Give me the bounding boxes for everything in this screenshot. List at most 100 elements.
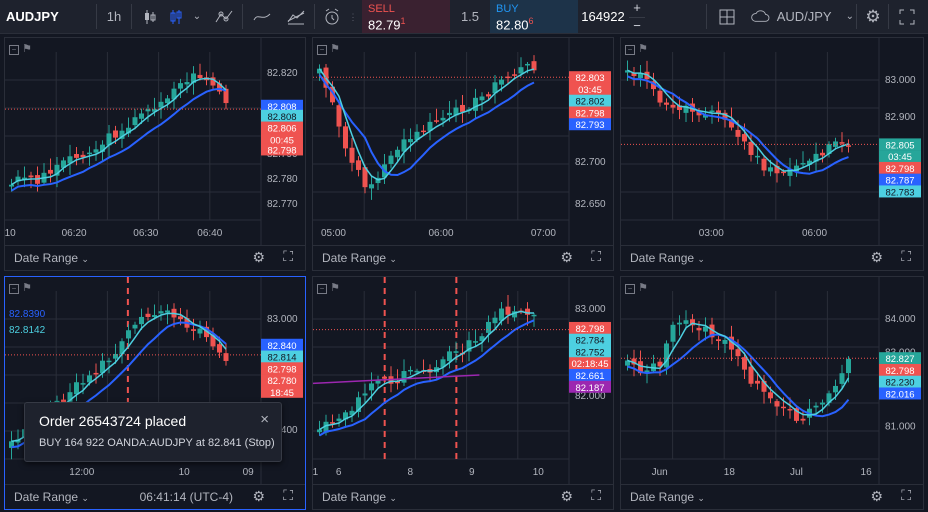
price-tag [879, 150, 921, 163]
price-tag-label: 82.798 [267, 145, 296, 156]
chart-panel-1[interactable]: 82.82082.79082.78082.7701006:2006:3006:4… [4, 37, 306, 271]
alert-button[interactable] [318, 0, 346, 33]
candles [9, 63, 229, 192]
date-range-button[interactable]: Date Range ⌄ [630, 490, 705, 504]
y-axis-tick: 82.650 [575, 199, 606, 210]
price-tag-label: 82.780 [267, 376, 296, 387]
collapse-icon[interactable]: − [9, 284, 19, 294]
date-range-button[interactable]: Date Range ⌄ [322, 490, 397, 504]
chart-panel-6[interactable]: 84.00083.00081.000Jun18Jul1682.82782.798… [620, 276, 924, 510]
pair-selector[interactable]: AUD/JPY ⌄ [750, 0, 854, 33]
date-range-button[interactable]: Date Range ⌄ [322, 251, 397, 265]
price-tag-label: 82.805 [885, 140, 914, 151]
price-tag-label: 03:45 [578, 85, 602, 96]
fast-ma-line [319, 310, 535, 431]
gear-icon[interactable]: ⚙ [252, 488, 265, 504]
fullscreen-icon[interactable]: ⛶ [901, 487, 911, 503]
panel-footer: Date Range ⌄ ⚙ ⛶ [5, 245, 305, 270]
gear-icon[interactable]: ⚙ [870, 488, 883, 504]
price-tag [879, 375, 921, 388]
collapse-icon[interactable]: − [9, 45, 19, 55]
date-range-label: Date Range [322, 490, 387, 504]
flag-icon[interactable]: ⚑ [22, 282, 32, 294]
quantity-decrease-button[interactable]: − [629, 17, 645, 34]
fullscreen-button[interactable] [894, 0, 920, 33]
panel-footer: Date Range ⌄ ⚙ ⛶ [313, 484, 613, 509]
price-tag-label: 82.806 [267, 124, 296, 135]
price-tag-label: 82.787 [885, 176, 914, 187]
gear-icon[interactable]: ⚙ [252, 249, 265, 265]
indicator-icon [215, 10, 233, 22]
y-axis-tick: 83.000 [267, 314, 298, 325]
fullscreen-icon[interactable]: ⛶ [591, 487, 601, 503]
indicators-button[interactable] [210, 0, 238, 33]
flag-icon[interactable]: ⚑ [22, 43, 32, 55]
chevron-down-icon: ⌄ [192, 11, 202, 22]
layout-grid-icon [719, 9, 735, 24]
chevron-down-icon: ⌄ [81, 254, 89, 264]
chart-panel-3[interactable]: 83.00082.90082.80503:0006:0082.80503:458… [620, 37, 924, 271]
panel-header: − ⚑ [625, 42, 648, 55]
line-tool-button[interactable] [248, 0, 276, 33]
interval-button[interactable]: 1h [100, 0, 128, 33]
chart-panel-4[interactable]: 83.000 82.400 12:00 10 09 82.840 82.814 82.798 8… [4, 276, 306, 510]
fullscreen-icon[interactable]: ⛶ [283, 248, 293, 264]
close-icon[interactable]: × [260, 411, 269, 428]
chart-style-hollow-button[interactable] [164, 0, 188, 33]
buy-price: 82.806 [496, 16, 534, 33]
flag-icon[interactable]: ⚑ [330, 43, 340, 55]
collapse-icon[interactable]: − [625, 284, 635, 294]
collapse-icon[interactable]: − [317, 45, 327, 55]
collapse-icon[interactable]: − [625, 45, 635, 55]
price-tag [569, 71, 611, 84]
chart-panel-2[interactable]: 82.80382.70082.65005:0006:0007:0082.8030… [312, 37, 614, 271]
date-range-button[interactable]: Date Range ⌄ [14, 251, 89, 265]
chart-panel-5[interactable]: 83.000 82.000 6 8 9 10 11 82.79882.78482.75202:… [312, 276, 614, 510]
layout-button[interactable] [712, 0, 742, 33]
x-axis-tick: 03:00 [699, 228, 724, 239]
flag-icon[interactable]: ⚑ [638, 43, 648, 55]
legend-value: 82.8142 [9, 325, 46, 336]
price-tag [261, 338, 303, 351]
x-axis-tick: 07:00 [531, 228, 556, 239]
symbol-search-button[interactable]: AUDJPY [6, 0, 92, 33]
area-tool-button[interactable] [282, 0, 310, 33]
gear-icon[interactable]: ⚙ [870, 249, 883, 265]
ma-legend: 82.8390 82.8142 [9, 307, 45, 339]
price-tag [879, 352, 921, 365]
fullscreen-icon[interactable]: ⛶ [901, 248, 911, 264]
date-range-button[interactable]: Date Range ⌄ [14, 490, 89, 504]
panel-header: − ⚑ [9, 281, 32, 294]
drag-handle[interactable]: ⋮ [348, 11, 358, 22]
chart-style-candles-button[interactable] [136, 0, 164, 33]
sell-button[interactable]: SELL 82.791 [362, 0, 450, 33]
fast-ma-line [318, 68, 535, 181]
fullscreen-icon[interactable]: ⛶ [591, 248, 601, 264]
quantity-input[interactable]: 164922 [581, 9, 625, 24]
date-range-button[interactable]: Date Range ⌄ [630, 251, 705, 265]
price-tag [569, 321, 611, 334]
panel-header: − ⚑ [625, 281, 648, 294]
y-axis-tick: 82.820 [267, 68, 298, 79]
collapse-icon[interactable]: − [317, 284, 327, 294]
candles [625, 310, 851, 426]
fullscreen-icon[interactable]: ⛶ [283, 487, 293, 503]
flag-icon[interactable]: ⚑ [638, 282, 648, 294]
grid [313, 291, 569, 459]
top-toolbar: AUDJPY 1h ⌄ ⋮ SELL 82.791 1.5 BUY [0, 0, 928, 34]
gear-icon[interactable]: ⚙ [560, 488, 573, 504]
gear-icon[interactable]: ⚙ [560, 249, 573, 265]
chart-style-dropdown[interactable]: ⌄ [188, 0, 206, 33]
clock-label: 06:41:14 (UTC-4) [139, 490, 233, 504]
price-tag-label: 18:45 [270, 388, 294, 399]
hollow-candles-icon [170, 9, 182, 24]
quantity-increase-button[interactable]: + [633, 0, 641, 15]
y-axis-tick: 82.400 [267, 425, 298, 436]
y-axis-tick: 83.000 [575, 304, 606, 315]
flag-icon[interactable]: ⚑ [330, 282, 340, 294]
price-tag [569, 94, 611, 107]
price-tag [569, 345, 611, 358]
settings-button[interactable]: ⚙ [860, 0, 886, 33]
price-tag [261, 143, 303, 156]
buy-button[interactable]: BUY 82.806 [490, 0, 578, 33]
